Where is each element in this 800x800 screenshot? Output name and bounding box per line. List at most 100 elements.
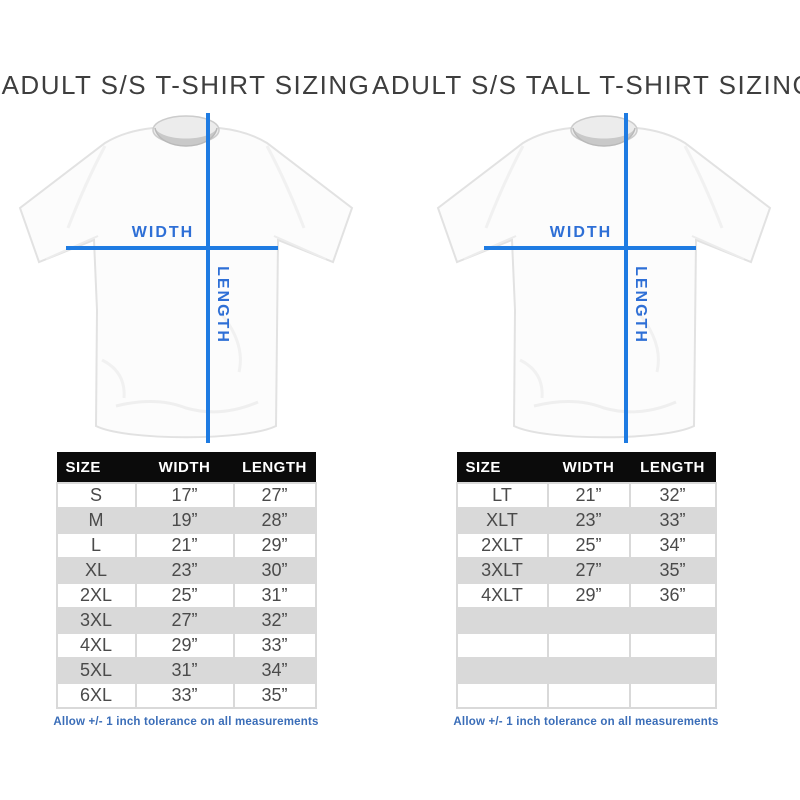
length-cell: 33” — [232, 632, 317, 659]
length-cell: 34” — [232, 657, 317, 684]
length-cell: 29” — [232, 532, 317, 559]
tolerance-note-regular: Allow +/- 1 inch tolerance on all measur… — [53, 716, 319, 728]
table-row: S 17” 27” — [55, 482, 317, 509]
size-cell — [455, 607, 549, 634]
tshirt-body — [436, 126, 772, 439]
table-row: 3XLT 27” 35” — [455, 557, 717, 584]
table-row — [455, 607, 717, 634]
length-cell: 35” — [628, 557, 717, 584]
size-table-regular: SIZE WIDTH LENGTH S 17” 27” M 19” 28” L … — [55, 452, 317, 709]
size-cell — [455, 657, 549, 684]
size-cell: S — [55, 482, 137, 509]
page-title-regular: ADULT S/S T-SHIRT SIZING — [1, 70, 371, 100]
table-row: 3XL 27” 32” — [55, 607, 317, 634]
tshirt-illustration-tall: WIDTH LENGTH — [424, 110, 784, 446]
length-cell: 31” — [232, 582, 317, 609]
length-cell — [628, 632, 717, 659]
collar-opening — [155, 128, 217, 146]
size-cell: 2XLT — [455, 532, 549, 559]
tshirt-graphic — [436, 115, 772, 439]
size-cell: 4XLT — [455, 582, 549, 609]
length-cell: 27” — [232, 482, 317, 509]
width-cell: 33” — [134, 682, 235, 709]
width-cell: 23” — [546, 507, 631, 534]
size-table-tall: SIZE WIDTH LENGTH LT 21” 32” XLT 23” 33”… — [455, 452, 717, 709]
size-cell: 4XL — [55, 632, 137, 659]
width-cell: 21” — [134, 532, 235, 559]
width-cell — [546, 632, 631, 659]
width-cell — [546, 657, 631, 684]
col-header-width: WIDTH — [135, 452, 234, 483]
width-cell — [546, 607, 631, 634]
col-header-length: LENGTH — [629, 452, 716, 483]
width-cell: 29” — [546, 582, 631, 609]
size-cell — [455, 632, 549, 659]
size-cell: 3XLT — [455, 557, 549, 584]
length-cell: 28” — [232, 507, 317, 534]
width-cell: 19” — [134, 507, 235, 534]
table-row — [455, 682, 717, 709]
table-body: S 17” 27” M 19” 28” L 21” 29” XL 23” 30”… — [55, 482, 317, 709]
tshirt-illustration-regular: WIDTH LENGTH — [6, 110, 366, 446]
length-cell — [628, 607, 717, 634]
size-cell: 6XL — [55, 682, 137, 709]
width-cell — [546, 682, 631, 709]
size-cell: LT — [455, 482, 549, 509]
page-title-tall: ADULT S/S TALL T-SHIRT SIZING — [372, 70, 800, 100]
length-cell — [628, 657, 717, 684]
length-label: LENGTH — [632, 266, 649, 344]
table-row: L 21” 29” — [55, 532, 317, 559]
length-cell: 36” — [628, 582, 717, 609]
width-cell: 27” — [546, 557, 631, 584]
table-row: M 19” 28” — [55, 507, 317, 534]
table-row: 5XL 31” 34” — [55, 657, 317, 684]
width-cell: 21” — [546, 482, 631, 509]
length-cell: 33” — [628, 507, 717, 534]
col-header-length: LENGTH — [233, 452, 316, 483]
size-cell: 3XL — [55, 607, 137, 634]
size-cell: 2XL — [55, 582, 137, 609]
size-cell: M — [55, 507, 137, 534]
width-cell: 29” — [134, 632, 235, 659]
panel-tall-sizing: ADULT S/S TALL T-SHIRT SIZING WIDTH LENG… — [372, 0, 800, 800]
size-cell: XLT — [455, 507, 549, 534]
length-cell: 32” — [628, 482, 717, 509]
length-measure-line — [206, 113, 210, 443]
length-measure-line — [624, 113, 628, 443]
table-header: SIZE WIDTH LENGTH — [456, 452, 716, 483]
width-cell: 17” — [134, 482, 235, 509]
tshirt-body — [18, 126, 354, 439]
table-header: SIZE WIDTH LENGTH — [56, 452, 316, 483]
length-cell: 32” — [232, 607, 317, 634]
size-cell: XL — [55, 557, 137, 584]
table-row: LT 21” 32” — [455, 482, 717, 509]
width-cell: 23” — [134, 557, 235, 584]
table-row: 2XLT 25” 34” — [455, 532, 717, 559]
table-body: LT 21” 32” XLT 23” 33” 2XLT 25” 34” 3XLT… — [455, 482, 717, 709]
length-cell: 34” — [628, 532, 717, 559]
tolerance-note-tall: Allow +/- 1 inch tolerance on all measur… — [453, 716, 719, 728]
width-cell: 25” — [134, 582, 235, 609]
collar-opening — [573, 128, 635, 146]
width-measure-line — [484, 246, 696, 250]
table-row: 2XL 25” 31” — [55, 582, 317, 609]
width-label: WIDTH — [549, 224, 613, 241]
table-row: 4XL 29” 33” — [55, 632, 317, 659]
length-label: LENGTH — [214, 266, 231, 344]
table-row: XLT 23” 33” — [455, 507, 717, 534]
length-cell — [628, 682, 717, 709]
width-label: WIDTH — [131, 224, 195, 241]
table-row: 4XLT 29” 36” — [455, 582, 717, 609]
col-header-size: SIZE — [456, 452, 548, 483]
length-cell: 30” — [232, 557, 317, 584]
size-cell: 5XL — [55, 657, 137, 684]
width-cell: 31” — [134, 657, 235, 684]
length-cell: 35” — [232, 682, 317, 709]
width-measure-line — [66, 246, 278, 250]
width-cell: 27” — [134, 607, 235, 634]
table-row — [455, 657, 717, 684]
table-row: XL 23” 30” — [55, 557, 317, 584]
panel-regular-sizing: ADULT S/S T-SHIRT SIZING WIDTH LENGTH — [0, 0, 372, 800]
table-row — [455, 632, 717, 659]
